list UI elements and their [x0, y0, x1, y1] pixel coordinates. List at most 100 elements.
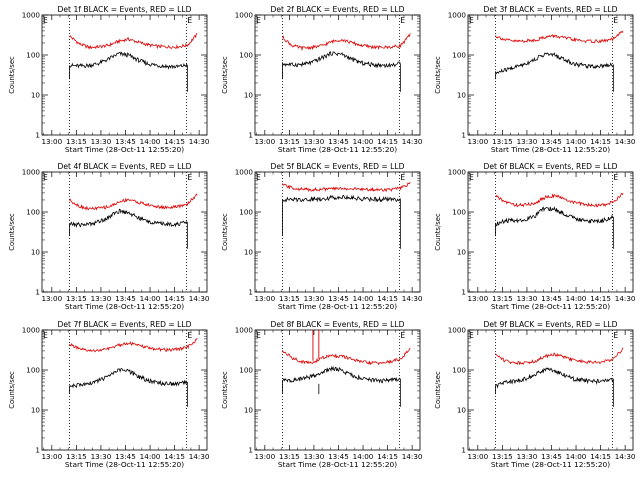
panel-title: Det 7f BLACK = Events, RED = LLD	[58, 320, 192, 329]
x-tick-label: 13:45	[115, 294, 136, 303]
event-marker: E	[43, 16, 48, 25]
detector-panel: Det 3f BLACK = Events, RED = LLD 1 10 100 10…	[434, 5, 636, 154]
x-axis-label: Start Time (28-Oct-11 12:55:20)	[65, 145, 184, 154]
lld-series-line	[282, 347, 411, 366]
x-tick-label: 14:00	[566, 137, 587, 146]
x-tick-label: 13:15	[492, 137, 513, 146]
y-tick-label: 1	[35, 131, 40, 140]
x-tick-label: 13:00	[254, 137, 275, 146]
lld-series-line	[495, 347, 624, 366]
x-tick-label: 13:30	[304, 452, 325, 461]
x-tick-label: 13:00	[467, 452, 488, 461]
x-axis-label: Start Time (28-Oct-11 12:55:20)	[491, 460, 610, 469]
x-axis-label: Start Time (28-Oct-11 12:55:20)	[278, 302, 397, 311]
y-tick-label: 100	[26, 208, 40, 217]
detector-panel: Det 5f BLACK = Events, RED = LLD 1 10 100 10…	[221, 162, 423, 311]
x-tick-label: 14:15	[164, 452, 185, 461]
x-tick-label: 13:45	[541, 452, 562, 461]
x-tick-label: 14:15	[590, 137, 611, 146]
y-axis-label: Counts/sec	[8, 371, 16, 409]
lld-series-line	[69, 337, 198, 353]
events-series-line	[495, 206, 614, 227]
events-series-line	[495, 52, 614, 75]
event-marker: E	[400, 331, 405, 340]
y-tick-label: 1	[248, 288, 253, 297]
event-marker: E	[187, 331, 192, 340]
x-tick-label: 13:30	[91, 137, 112, 146]
y-tick-label: 10	[244, 406, 254, 415]
panel-title: Det 3f BLACK = Events, RED = LLD	[484, 5, 618, 14]
plot-frame	[254, 329, 421, 451]
event-marker: E	[400, 16, 405, 25]
x-tick-label: 13:45	[541, 294, 562, 303]
lld-series-line	[69, 33, 198, 50]
x-tick-label: 14:15	[377, 137, 398, 146]
lld-spike-line	[312, 330, 320, 361]
x-tick-label: 14:30	[615, 452, 636, 461]
event-marker: E	[43, 173, 48, 182]
lld-series-line	[282, 181, 411, 193]
x-tick-label: 13:30	[517, 452, 538, 461]
event-marker: E	[187, 16, 192, 25]
y-tick-label: 1000	[235, 326, 254, 335]
x-tick-label: 14:15	[590, 452, 611, 461]
y-tick-label: 100	[452, 366, 466, 375]
y-tick-label: 1000	[235, 168, 254, 177]
x-tick-label: 13:45	[328, 294, 349, 303]
y-tick-label: 1000	[448, 326, 467, 335]
y-tick-label: 1000	[235, 11, 254, 20]
panel-title: Det 4f BLACK = Events, RED = LLD	[58, 162, 192, 171]
panel-title: Det 9f BLACK = Events, RED = LLD	[484, 320, 618, 329]
x-tick-label: 13:00	[254, 452, 275, 461]
x-tick-label: 13:30	[304, 294, 325, 303]
x-tick-label: 13:00	[41, 294, 62, 303]
event-marker: E	[256, 16, 261, 25]
y-tick-label: 1	[248, 131, 253, 140]
x-tick-label: 13:00	[467, 294, 488, 303]
x-tick-label: 13:30	[517, 137, 538, 146]
y-tick-label: 100	[452, 208, 466, 217]
event-marker: E	[613, 173, 618, 182]
y-tick-label: 1000	[22, 11, 41, 20]
x-tick-label: 13:45	[541, 137, 562, 146]
detector-panel: Det 7f BLACK = Events, RED = LLD 1 10 100 10…	[8, 320, 210, 469]
x-tick-label: 14:15	[590, 294, 611, 303]
y-tick-label: 1000	[448, 168, 467, 177]
y-tick-label: 1	[461, 288, 466, 297]
x-axis-label: Start Time (28-Oct-11 12:55:20)	[65, 302, 184, 311]
lld-series-line	[282, 33, 411, 52]
plot-frame	[467, 329, 634, 451]
x-tick-label: 14:30	[402, 452, 423, 461]
lld-series-line	[69, 193, 198, 211]
y-tick-label: 10	[244, 91, 254, 100]
event-marker: E	[187, 173, 192, 182]
panel-title: Det 2f BLACK = Events, RED = LLD	[271, 5, 405, 14]
lld-series-line	[495, 192, 624, 208]
event-marker: E	[469, 16, 474, 25]
event-marker: E	[256, 331, 261, 340]
y-tick-label: 1	[248, 446, 253, 455]
events-series-line	[495, 367, 614, 389]
x-tick-label: 14:15	[164, 294, 185, 303]
x-tick-label: 14:00	[140, 137, 161, 146]
y-tick-label: 1	[461, 446, 466, 455]
y-tick-label: 10	[457, 406, 467, 415]
panel-title: Det 5f BLACK = Events, RED = LLD	[271, 162, 405, 171]
y-axis-label: Counts/sec	[434, 213, 442, 251]
x-axis-label: Start Time (28-Oct-11 12:55:20)	[65, 460, 184, 469]
x-axis-label: Start Time (28-Oct-11 12:55:20)	[278, 460, 397, 469]
x-tick-label: 14:00	[140, 294, 161, 303]
x-tick-label: 13:00	[41, 452, 62, 461]
x-tick-label: 14:15	[377, 452, 398, 461]
y-tick-label: 1000	[448, 11, 467, 20]
event-marker: E	[43, 331, 48, 340]
panel-title: Det 1f BLACK = Events, RED = LLD	[58, 5, 192, 14]
plot-frame	[467, 14, 634, 136]
y-tick-label: 100	[239, 208, 253, 217]
events-series-line	[282, 365, 401, 384]
events-series-line	[69, 208, 188, 229]
x-tick-label: 14:00	[566, 294, 587, 303]
x-tick-label: 13:30	[304, 137, 325, 146]
